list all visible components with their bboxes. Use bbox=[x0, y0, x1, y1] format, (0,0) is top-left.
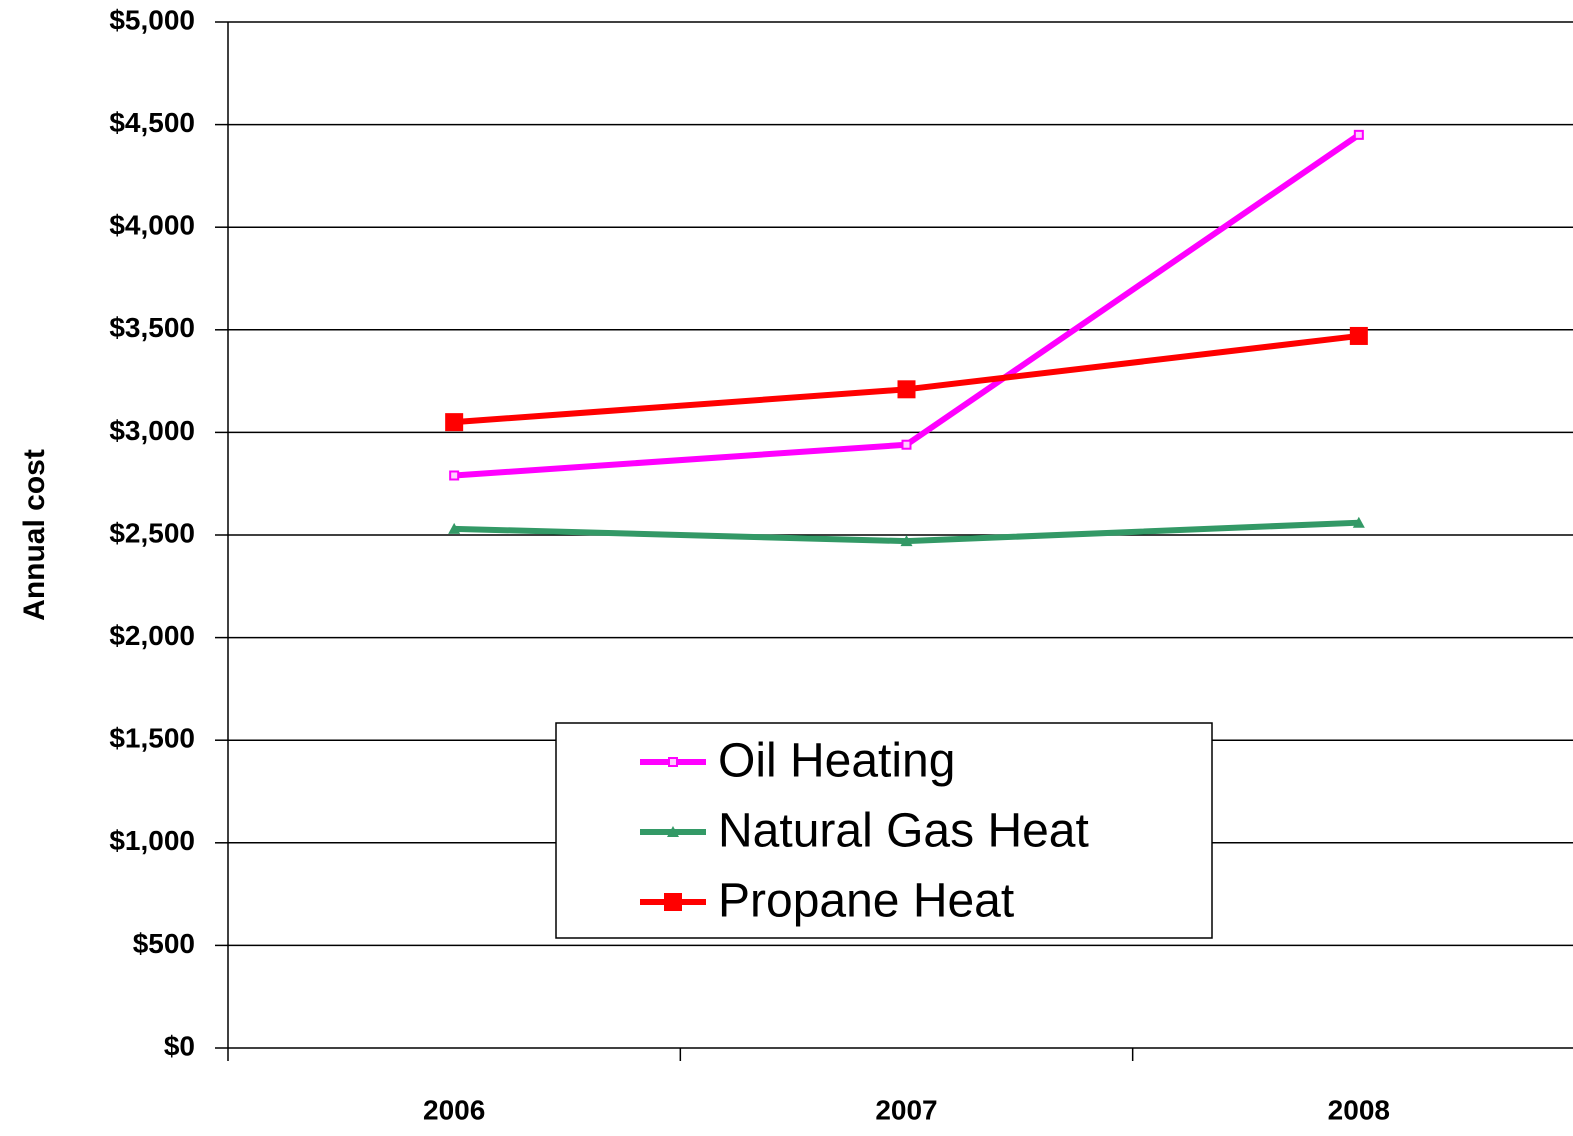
y-tick-label: $2,500 bbox=[109, 517, 195, 548]
legend-marker bbox=[667, 826, 679, 837]
y-tick-label: $3,000 bbox=[109, 415, 195, 446]
line bbox=[453, 332, 1360, 426]
point bbox=[900, 535, 913, 547]
x-tick-label: 2008 bbox=[1328, 1094, 1390, 1125]
x-tick-label: 2006 bbox=[423, 1094, 485, 1125]
point bbox=[1349, 326, 1368, 345]
point bbox=[1353, 129, 1364, 140]
point bbox=[897, 380, 916, 399]
legend-label: Natural Gas Heat bbox=[718, 805, 1089, 858]
point bbox=[1352, 516, 1365, 528]
y-tick-label: $4,500 bbox=[109, 107, 195, 138]
y-tick-label: $5,000 bbox=[109, 4, 195, 35]
y-tick-label: $500 bbox=[133, 928, 195, 959]
legend: Oil Heating Natural Gas Heat Propane Heat bbox=[555, 722, 1213, 939]
y-tick-label: $1,000 bbox=[109, 825, 195, 856]
x-tick-label: 2007 bbox=[875, 1094, 937, 1125]
y-tick-label: $4,000 bbox=[109, 210, 195, 241]
legend-marker bbox=[668, 757, 678, 767]
y-tick-label: $0 bbox=[164, 1030, 195, 1061]
point bbox=[445, 413, 464, 432]
legend-marker bbox=[664, 893, 682, 911]
point bbox=[449, 470, 460, 481]
line bbox=[453, 132, 1361, 479]
point bbox=[901, 439, 912, 450]
y-tick-label: $3,500 bbox=[109, 312, 195, 343]
legend-label: Propane Heat bbox=[718, 875, 1014, 928]
y-tick-label: $2,000 bbox=[109, 620, 195, 651]
y-axis-label: Annual cost bbox=[18, 449, 51, 621]
point bbox=[448, 522, 461, 534]
legend-label: Oil Heating bbox=[718, 735, 955, 788]
y-tick-label: $1,500 bbox=[109, 723, 195, 754]
